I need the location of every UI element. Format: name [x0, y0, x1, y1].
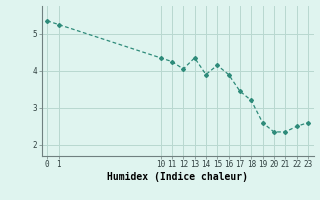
X-axis label: Humidex (Indice chaleur): Humidex (Indice chaleur)	[107, 172, 248, 182]
